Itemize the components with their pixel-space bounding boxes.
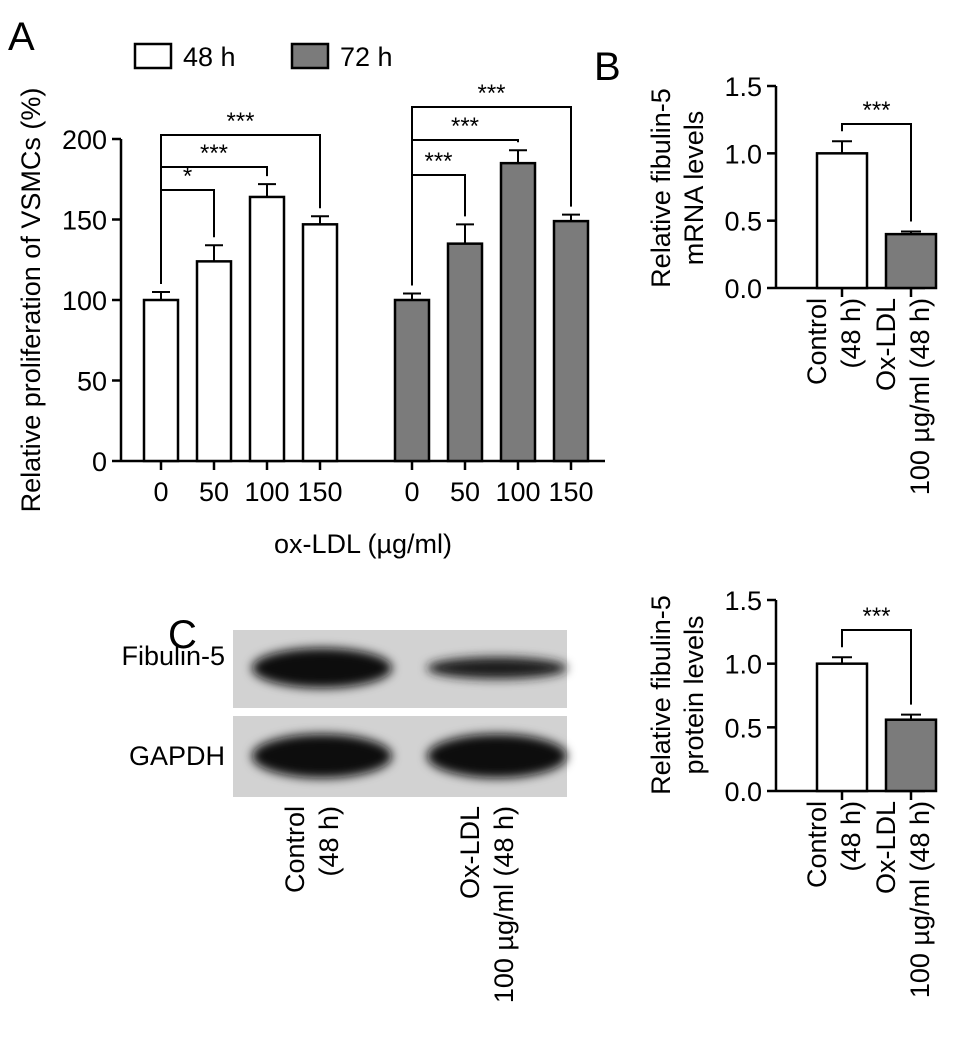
significance-bracket-label: *** <box>451 113 479 140</box>
band-gapdh-oxldl <box>427 734 567 778</box>
band-fibulin5-oxldl <box>427 657 567 679</box>
bar <box>884 232 938 290</box>
blot-lane-label: (48 h) <box>314 806 344 877</box>
x-tick-label: 150 <box>548 477 593 507</box>
y-tick-label: 0.0 <box>724 777 762 807</box>
significance-bracket-line <box>841 123 912 222</box>
x-axis-label: ox-LDL (µg/ml) <box>274 529 452 559</box>
y-axis-label: protein levels <box>679 615 709 774</box>
chart-a: 0 50 100 150 200 0 50 100 150 0 50 100 150 ox-LDL (µg… <box>16 42 605 559</box>
significance-bracket-line <box>411 106 572 286</box>
bar <box>142 298 180 463</box>
significance-bracket-line <box>841 629 912 705</box>
significance-bracket-label: * <box>183 163 192 190</box>
bar <box>248 195 286 463</box>
y-axis-label: mRNA levels <box>679 111 709 266</box>
x-tick-label: 50 <box>199 477 229 507</box>
significance-bracket-label: *** <box>862 97 890 124</box>
bar <box>195 260 233 463</box>
x-tick-label: 100 <box>244 477 289 507</box>
y-tick-label: 200 <box>62 125 107 155</box>
y-tick-label: 1.5 <box>724 72 762 102</box>
y-tick-label: 0 <box>92 447 107 477</box>
significance-bracket-label: *** <box>226 108 254 135</box>
y-tick-label: 100 <box>62 286 107 316</box>
y-tick-label: 1.5 <box>724 586 762 616</box>
x-tick-label: 0 <box>153 477 168 507</box>
x-category-label: Ox-LDL <box>871 801 901 894</box>
legend-swatch <box>133 42 173 70</box>
band-fibulin5-control <box>252 648 392 688</box>
blot-lane-label: Ox-LDL <box>455 806 485 899</box>
x-tick-label: 100 <box>495 477 540 507</box>
bar <box>446 242 484 463</box>
x-category-label: Control <box>802 298 832 385</box>
y-tick-label: 150 <box>62 206 107 236</box>
significance-bracket-line <box>160 134 321 284</box>
legend-swatch <box>290 42 330 70</box>
bar <box>393 298 431 463</box>
x-category-label: Ox-LDL <box>871 298 901 391</box>
blot-lane-labels: Control (48 h)Control (48 h) Ox-LDL 100 µg/… <box>280 806 519 1003</box>
band-gapdh-control <box>252 734 392 778</box>
x-category-label: 100 µg/ml (48 h) <box>905 801 935 998</box>
chart-b: 0.0 0.5 1.0 1.5 *** Control (48 h) Ox-LDL 100 µg… <box>646 72 938 495</box>
y-tick-label: 0.5 <box>724 207 762 237</box>
panel-label-a: A <box>8 15 35 59</box>
y-tick-label: 1.0 <box>724 139 762 169</box>
y-tick-label: 0.0 <box>724 274 762 304</box>
significance-bracket-label: *** <box>200 140 228 167</box>
blot-lane-label: 100 µg/ml (48 h) <box>489 806 519 1003</box>
blot-lane-label: Control <box>280 806 310 893</box>
bar <box>815 152 869 290</box>
x-category-label: Control <box>802 801 832 888</box>
blot-row-label-gapdh: GAPDH <box>129 741 225 771</box>
panel-label-b: B <box>594 45 621 89</box>
bar <box>815 662 869 793</box>
legend-label: 48 h <box>183 42 236 72</box>
significance-bracket-label: *** <box>862 603 890 630</box>
y-axis-label: Relative fibulin-5 <box>646 88 676 288</box>
x-tick-label: 0 <box>404 477 419 507</box>
significance-bracket-label: *** <box>424 148 452 175</box>
panel-label-c: C <box>168 613 197 657</box>
x-category-label: 100 µg/ml (48 h) <box>905 298 935 495</box>
bar <box>884 718 938 793</box>
x-tick-label: 50 <box>450 477 480 507</box>
y-tick-label: 0.5 <box>724 713 762 743</box>
x-category-label: (48 h) <box>836 298 866 369</box>
bar <box>552 219 590 463</box>
x-category-label: (48 h) <box>836 801 866 872</box>
bar <box>499 161 537 463</box>
legend-label: 72 h <box>340 42 393 72</box>
chart-c: 0.0 0.5 1.0 1.5 *** Control (48 h) Ox-LDL 100 µg… <box>646 586 938 998</box>
bar <box>301 223 339 463</box>
x-tick-label: 150 <box>297 477 342 507</box>
western-blot: Fibulin-5 GAPDH Control (48 h)Control (48… <box>121 630 567 1003</box>
y-axis-label: Relative fibulin-5 <box>646 595 676 795</box>
y-axis-label: Relative proliferation of VSMCs (%) <box>16 88 46 513</box>
blot-row-label-fibulin5: Fibulin-5 <box>121 641 225 671</box>
y-tick-label: 50 <box>77 367 107 397</box>
significance-bracket-label: *** <box>477 80 505 107</box>
y-tick-label: 1.0 <box>724 650 762 680</box>
